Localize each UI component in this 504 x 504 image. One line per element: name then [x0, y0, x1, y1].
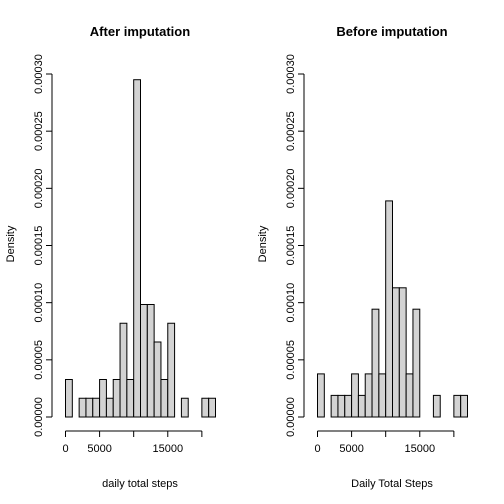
histogram-bar: [392, 287, 400, 418]
histogram-bar: [201, 397, 210, 418]
y-tick-label: 0.00020: [33, 168, 45, 208]
histogram-bar: [180, 397, 189, 418]
x-axis-label: Daily Total Steps: [351, 478, 433, 490]
histogram-bar: [412, 308, 421, 418]
histogram-bar: [460, 394, 469, 418]
y-axis-label: Density: [5, 225, 17, 262]
histogram-bar: [378, 373, 387, 418]
panel-marks: 0.00000 0.00005 0.00010 0.00015 0.00020 0.000…: [285, 54, 469, 455]
histogram-bar: [105, 397, 114, 418]
histogram-bar: [99, 378, 107, 418]
histogram-bar: [432, 394, 441, 418]
panel-marks: 0.00000 0.00005 0.00010 0.00015 0.00020 0.000…: [33, 54, 217, 455]
y-tick-label: 0.00015: [285, 226, 297, 266]
histogram-bar: [78, 397, 87, 418]
y-tick-label: 0.00015: [33, 226, 45, 266]
y-tick-label: 0.00030: [285, 54, 297, 94]
histogram-bar: [85, 397, 94, 418]
histogram-bar: [371, 308, 380, 418]
y-tick-label: 0.00005: [33, 340, 45, 380]
chart-title: After imputation: [90, 24, 190, 39]
histogram-bar: [146, 303, 155, 418]
panel-before-imputation: Before imputation Daily Total Steps Dens…: [257, 24, 469, 490]
histogram-bar: [337, 394, 346, 418]
histogram-bar: [208, 397, 217, 418]
y-tick-label: 0.00010: [285, 283, 297, 323]
histogram-bar: [126, 378, 135, 418]
histogram-bar: [453, 394, 462, 418]
x-axis-label: daily total steps: [102, 478, 178, 490]
panel-after-imputation: After imputation daily total steps Densi…: [5, 24, 217, 490]
histogram-bar: [65, 378, 73, 418]
x-tick-label: 5000: [87, 443, 111, 455]
y-axis-label: Density: [257, 225, 269, 262]
x-tick-label: 5000: [339, 443, 363, 455]
chart-title: Before imputation: [336, 24, 447, 39]
histogram-bar: [167, 322, 176, 418]
histogram-bar: [92, 397, 101, 418]
y-tick-label: 0.00010: [33, 283, 45, 323]
histogram-bar: [330, 394, 339, 418]
histogram-bar: [364, 373, 373, 418]
histogram-bar: [398, 287, 407, 418]
x-tick-label: 0: [62, 443, 68, 455]
y-tick-label: 0.00020: [285, 168, 297, 208]
y-tick-label: 0.00000: [285, 397, 297, 437]
x-tick-label: 15000: [404, 443, 435, 455]
histogram-bar: [133, 79, 142, 418]
y-tick-label: 0.00005: [285, 340, 297, 380]
histogram-bar: [357, 394, 366, 418]
histogram-bar: [385, 200, 394, 418]
x-tick-label: 15000: [152, 443, 183, 455]
histogram-bar: [317, 373, 325, 418]
y-tick-label: 0.00000: [33, 397, 45, 437]
histogram-bar: [140, 303, 148, 418]
histogram-bar: [112, 378, 121, 418]
histogram-bar: [405, 373, 414, 418]
histogram-bar: [351, 373, 359, 418]
histogram-bar: [344, 394, 353, 418]
histogram-bar: [153, 341, 162, 418]
x-tick-label: 0: [314, 443, 320, 455]
y-tick-label: 0.00030: [33, 54, 45, 94]
y-tick-label: 0.00025: [33, 111, 45, 151]
y-tick-label: 0.00025: [285, 111, 297, 151]
histogram-bar: [119, 322, 128, 418]
histogram-bar: [160, 378, 169, 418]
